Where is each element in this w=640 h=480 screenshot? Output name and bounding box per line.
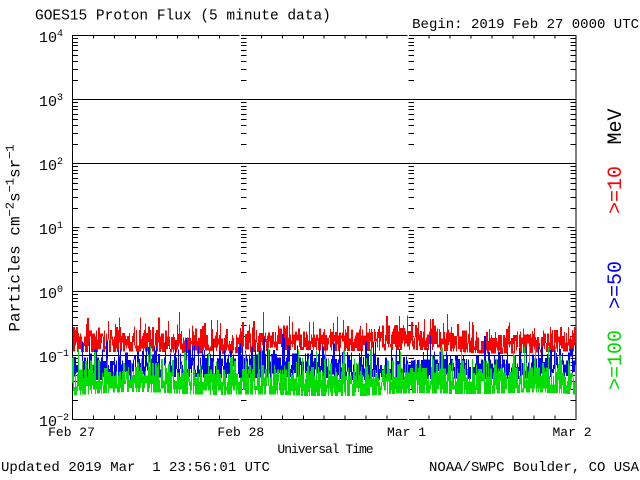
svg-text:−1: −1 <box>57 349 69 360</box>
svg-text:GOES15 Proton Flux (5 minute d: GOES15 Proton Flux (5 minute data) <box>35 9 331 25</box>
svg-text:−2: −2 <box>57 413 69 424</box>
svg-text:>=50: >=50 <box>605 261 628 309</box>
svg-text:>=100: >=100 <box>605 330 628 390</box>
svg-text:2: 2 <box>57 157 63 168</box>
svg-text:Particles cm−2s−1sr−1: Particles cm−2s−1sr−1 <box>4 144 25 331</box>
svg-text:10: 10 <box>39 30 57 47</box>
svg-text:Feb 27: Feb 27 <box>48 425 95 440</box>
svg-text:NOAA/SWPC Boulder, CO USA: NOAA/SWPC Boulder, CO USA <box>429 460 640 476</box>
svg-text:1: 1 <box>57 221 63 232</box>
svg-text:10: 10 <box>39 350 57 367</box>
svg-text:4: 4 <box>57 29 63 40</box>
svg-text:Feb 28: Feb 28 <box>217 425 264 440</box>
svg-text:10: 10 <box>39 286 57 303</box>
svg-text:Mar 2: Mar 2 <box>552 425 591 440</box>
svg-text:>=10: >=10 <box>605 166 628 214</box>
svg-text:Updated 2019 Mar 1 23:56:01 U: Updated 2019 Mar 1 23:56:01 UTC <box>1 460 270 476</box>
svg-text:MeV: MeV <box>605 108 628 144</box>
svg-text:3: 3 <box>57 93 63 104</box>
svg-text:10: 10 <box>39 414 57 431</box>
svg-text:Universal Time: Universal Time <box>277 442 372 457</box>
svg-text:10: 10 <box>39 94 57 111</box>
svg-text:10: 10 <box>39 158 57 175</box>
svg-text:Mar 1: Mar 1 <box>387 425 426 440</box>
svg-text:Begin: 2019 Feb 27 0000 UTC: Begin: 2019 Feb 27 0000 UTC <box>412 17 639 33</box>
svg-text:0: 0 <box>57 285 63 296</box>
svg-text:10: 10 <box>39 222 57 239</box>
